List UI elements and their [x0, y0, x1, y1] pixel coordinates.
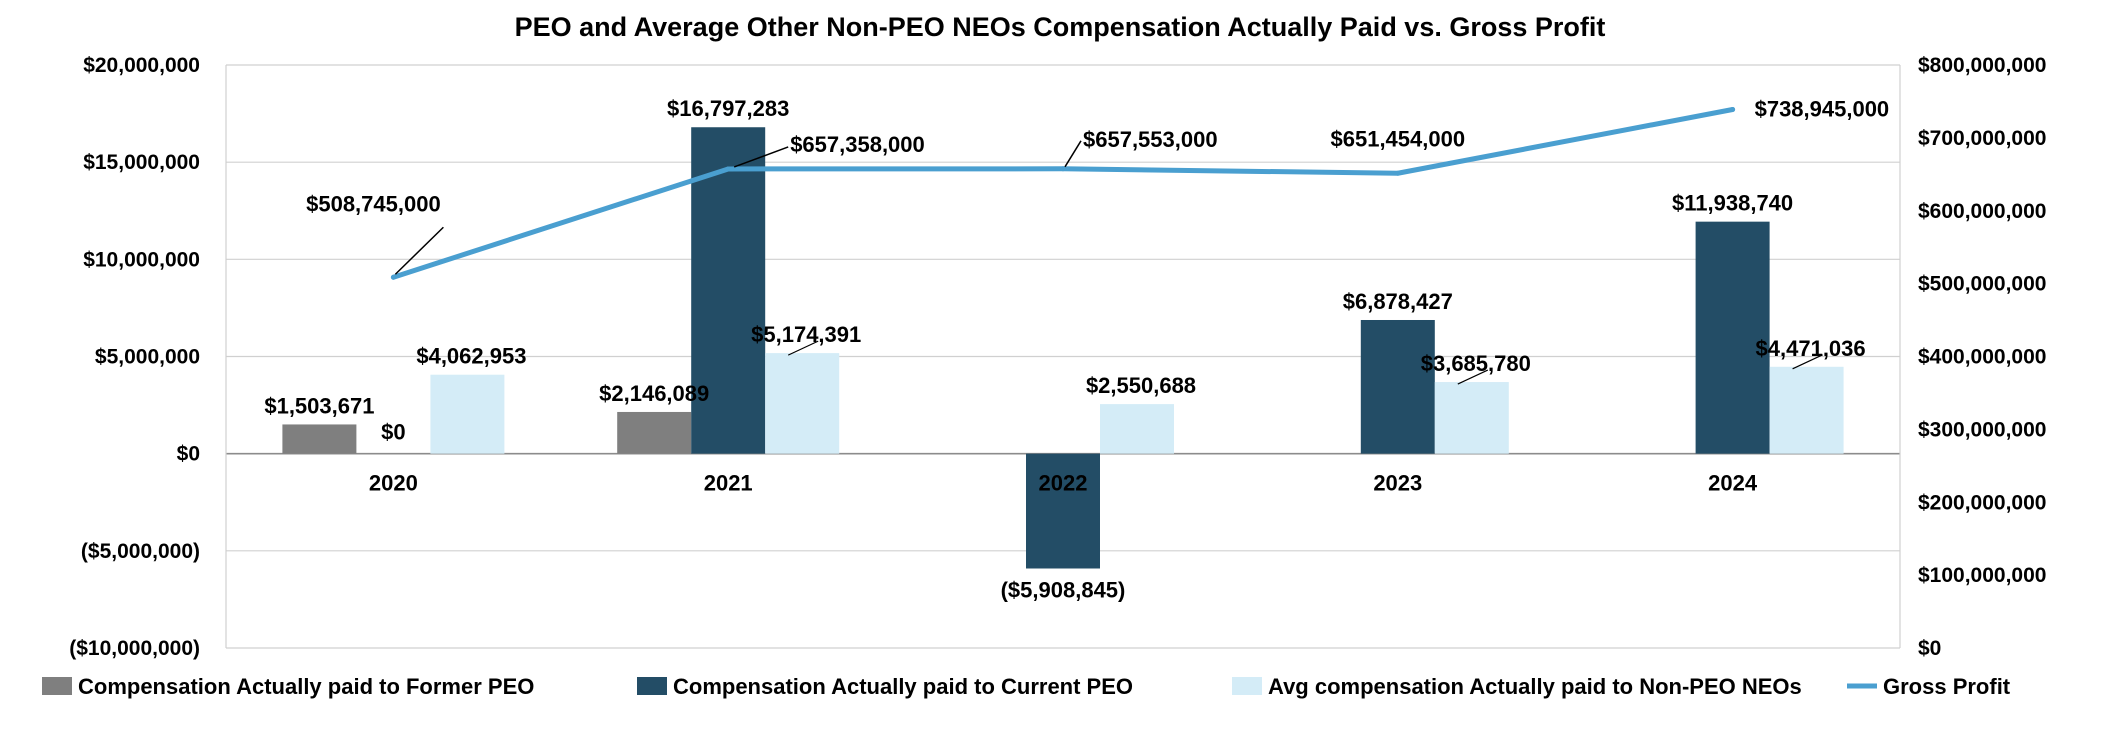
leader-line	[1457, 369, 1489, 385]
bar-data-label: $5,174,391	[751, 322, 861, 347]
bar-data-label: ($5,908,845)	[1001, 577, 1126, 602]
leader-line	[1064, 140, 1082, 168]
leader-line	[733, 146, 789, 168]
legend: Compensation Actually paid to Former PEO…	[42, 674, 2011, 699]
category-axis: 2020 2021 2022 2023 2024	[369, 471, 1758, 496]
bar-2021-series-1	[691, 127, 766, 454]
legend-swatch-2	[1232, 677, 1262, 695]
bar-data-label: $4,062,953	[416, 344, 526, 369]
right-tick-label: $400,000,000	[1918, 346, 2046, 369]
gross-profit-polyline	[390, 106, 1736, 280]
bar-data-label: $2,550,688	[1086, 373, 1196, 398]
left-tick-label: $20,000,000	[83, 54, 200, 77]
right-tick-label: $300,000,000	[1918, 418, 2046, 441]
left-tick-label: ($5,000,000)	[81, 540, 200, 563]
leader-line	[1792, 354, 1823, 370]
legend-label: Compensation Actually paid to Current PE…	[673, 674, 1133, 699]
gross-profit-point-2023	[1395, 170, 1401, 176]
leader-line	[394, 226, 444, 275]
category-label: 2023	[1373, 471, 1422, 496]
bar-2020-series-2	[430, 374, 505, 454]
bar-2022-series-1	[1026, 453, 1100, 569]
bars	[282, 127, 1844, 569]
legend-label: Compensation Actually paid to Former PEO	[78, 674, 534, 699]
bar-2020-series-0	[282, 424, 357, 454]
category-label: 2021	[704, 471, 753, 496]
bar-2021-series-0	[617, 411, 692, 454]
line-data-label: $651,454,000	[1331, 126, 1466, 151]
gross-profit-point-2021	[725, 166, 731, 172]
right-axis: $800,000,000 $700,000,000 $600,000,000 $500…	[1918, 54, 2046, 660]
gross-profit-point-2020	[390, 274, 396, 280]
line-data-label: $657,553,000	[1083, 127, 1218, 152]
bar-2024-series-1	[1695, 221, 1770, 454]
bar-2022-series-2	[1100, 404, 1174, 454]
bar-data-label: $1,503,671	[264, 393, 374, 418]
left-tick-label: $10,000,000	[83, 248, 200, 271]
legend-label: Gross Profit	[1883, 674, 2011, 699]
category-label: 2020	[369, 471, 418, 496]
bar-data-label: $16,797,283	[667, 96, 789, 121]
bar-data-label: $6,878,427	[1343, 289, 1453, 314]
bar-data-label: $0	[381, 420, 405, 445]
category-label: 2022	[1039, 471, 1088, 496]
right-tick-label: $100,000,000	[1918, 564, 2046, 587]
line-data-label: $508,745,000	[306, 191, 441, 216]
left-tick-label: $5,000,000	[95, 346, 200, 369]
right-tick-label: $500,000,000	[1918, 273, 2046, 296]
left-axis: $20,000,000 $15,000,000 $10,000,000 $5,000,…	[69, 54, 200, 660]
right-tick-label: $800,000,000	[1918, 54, 2046, 77]
bar-2024-series-2	[1769, 366, 1844, 454]
bar-data-label: $2,146,089	[599, 381, 709, 406]
bar-2021-series-2	[765, 353, 840, 454]
bar-2023-series-1	[1360, 319, 1435, 454]
data-labels: $1,503,671 $2,146,089 $0 $16,797,283 ($5,908…	[264, 96, 1889, 602]
legend-swatch-0	[42, 677, 72, 695]
chart-title: PEO and Average Other Non-PEO NEOs Compe…	[515, 12, 1606, 42]
left-tick-label: ($10,000,000)	[69, 637, 200, 660]
right-tick-label: $700,000,000	[1918, 127, 2046, 150]
category-label: 2024	[1708, 471, 1758, 496]
right-tick-label: $0	[1918, 637, 1941, 660]
line-data-label: $738,945,000	[1755, 96, 1890, 121]
right-tick-label: $600,000,000	[1918, 200, 2046, 223]
gross-profit-point-2022	[1060, 166, 1066, 172]
leader-line	[787, 340, 819, 356]
bar-data-label: $3,685,780	[1421, 351, 1531, 376]
legend-swatch-1	[637, 677, 667, 695]
bar-2023-series-2	[1434, 382, 1509, 454]
left-tick-label: $15,000,000	[83, 151, 200, 174]
gross-profit-line	[390, 106, 1736, 280]
bar-data-label: $11,938,740	[1672, 191, 1793, 216]
bar-data-label: $4,471,036	[1756, 336, 1866, 361]
right-tick-label: $200,000,000	[1918, 491, 2046, 514]
gross-profit-point-2024	[1730, 106, 1736, 112]
left-tick-label: $0	[177, 443, 200, 466]
line-data-label: $657,358,000	[790, 132, 925, 157]
legend-label: Avg compensation Actually paid to Non-PE…	[1268, 674, 1802, 699]
